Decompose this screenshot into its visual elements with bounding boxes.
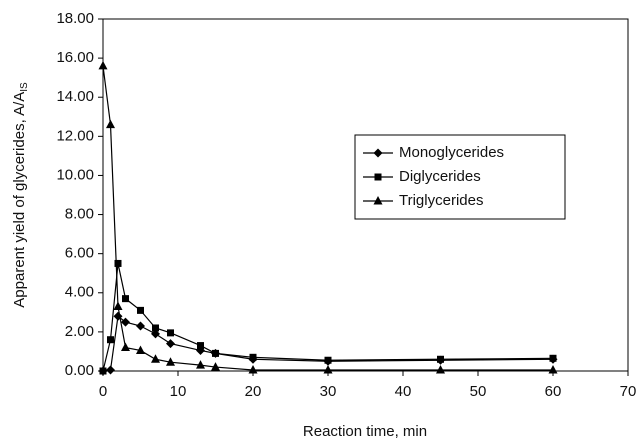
marker bbox=[136, 321, 145, 331]
plot-frame bbox=[102, 18, 629, 372]
marker bbox=[151, 354, 160, 363]
y-tick-label: 10.00 bbox=[56, 166, 94, 183]
marker bbox=[373, 148, 383, 158]
marker bbox=[211, 362, 220, 371]
x-tick-label: 10 bbox=[170, 383, 187, 400]
marker bbox=[152, 324, 159, 332]
x-tick-label: 0 bbox=[99, 383, 107, 400]
marker bbox=[436, 365, 445, 374]
marker bbox=[548, 365, 558, 374]
series-line bbox=[102, 263, 554, 372]
x-tick-label: 60 bbox=[545, 383, 562, 400]
y-axis-label-main: Apparent yield of glycerides, A/A bbox=[11, 92, 28, 308]
marker bbox=[113, 301, 123, 310]
marker bbox=[121, 317, 130, 327]
x-tick-label: 20 bbox=[245, 383, 262, 400]
marker bbox=[249, 353, 257, 361]
x-tick-label: 50 bbox=[470, 383, 487, 400]
marker bbox=[137, 306, 144, 314]
y-tick-label: 18.00 bbox=[56, 10, 94, 27]
y-tick-label: 2.00 bbox=[65, 323, 94, 340]
marker bbox=[437, 355, 444, 363]
marker bbox=[324, 356, 332, 364]
y-tick-label: 0.00 bbox=[65, 362, 94, 379]
marker bbox=[136, 345, 145, 354]
marker bbox=[106, 365, 115, 375]
marker bbox=[197, 342, 204, 350]
marker bbox=[167, 329, 174, 337]
x-tick-label: 70 bbox=[620, 383, 637, 400]
y-tick-label: 14.00 bbox=[56, 88, 94, 105]
marker bbox=[323, 365, 333, 374]
marker bbox=[151, 329, 160, 339]
y-axis-label-sub: IS bbox=[19, 82, 30, 92]
x-tick-label: 40 bbox=[395, 383, 412, 400]
x-axis-label: Reaction time, min bbox=[303, 423, 427, 440]
marker bbox=[549, 354, 557, 362]
marker bbox=[121, 342, 130, 352]
x-tick-label: 30 bbox=[320, 383, 337, 400]
marker bbox=[122, 295, 129, 303]
legend-label: Triglycerides bbox=[399, 192, 483, 209]
marker bbox=[374, 173, 382, 181]
y-axis-label: Apparent yield of glycerides, A/AIS bbox=[11, 82, 30, 308]
legend-label: Monoglycerides bbox=[399, 144, 504, 161]
legend-label: Diglycerides bbox=[399, 168, 481, 185]
marker bbox=[114, 259, 122, 267]
marker bbox=[166, 357, 175, 366]
y-tick-label: 16.00 bbox=[56, 49, 94, 66]
marker bbox=[248, 365, 258, 374]
marker bbox=[212, 349, 219, 357]
y-tick-label: 8.00 bbox=[65, 206, 94, 223]
marker bbox=[99, 367, 107, 375]
marker bbox=[166, 339, 175, 349]
y-tick-label: 4.00 bbox=[65, 284, 94, 301]
marker bbox=[107, 336, 114, 344]
y-tick-label: 12.00 bbox=[56, 127, 94, 144]
marker bbox=[196, 360, 205, 369]
y-tick-label: 6.00 bbox=[65, 245, 94, 262]
marker bbox=[98, 60, 108, 70]
marker bbox=[373, 196, 383, 205]
marker bbox=[106, 119, 115, 129]
